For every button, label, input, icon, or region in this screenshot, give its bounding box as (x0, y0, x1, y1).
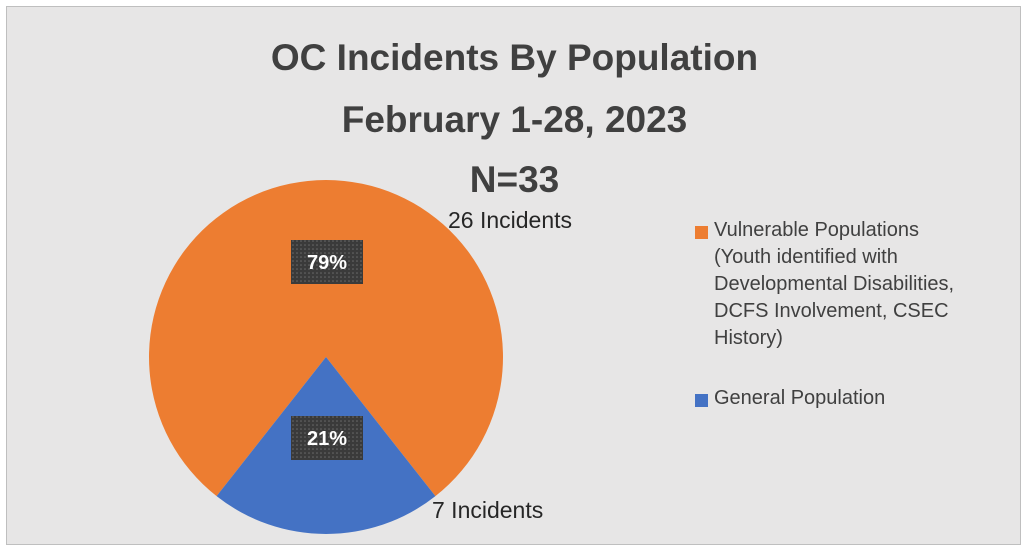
legend-line: DCFS Involvement, CSEC (714, 300, 949, 322)
legend-swatch-vulnerable (695, 226, 708, 239)
legend-line: Developmental Disabilities, (714, 273, 955, 295)
count-label-vulnerable: 26 Incidents (448, 207, 572, 233)
chart-title: OC Incidents By Population (270, 37, 759, 78)
legend-line: History) (714, 327, 783, 349)
legend-line: General Population (714, 387, 886, 409)
percent-label-box (291, 416, 363, 460)
legend-swatch-general (695, 394, 708, 407)
pie-slice-vulnerable (148, 180, 503, 497)
percent-label-text: 21% (307, 428, 347, 450)
legend-label-general: General Population (714, 385, 885, 412)
legend-label-vulnerable: Vulnerable Populations (Youth identified… (714, 217, 954, 352)
percent-label-text: 79% (307, 252, 347, 274)
legend-line: (Youth identified with (714, 246, 898, 268)
percent-label-general: 21% (291, 416, 363, 460)
chart-subtitle: February 1-28, 2023 (341, 99, 688, 140)
percent-label-box (291, 240, 363, 284)
count-label-general: 7 Incidents (432, 497, 543, 523)
legend-line: Vulnerable Populations (714, 219, 919, 241)
percent-label-vulnerable: 79% (291, 240, 363, 284)
chart-n-label: N=33 (469, 159, 560, 200)
